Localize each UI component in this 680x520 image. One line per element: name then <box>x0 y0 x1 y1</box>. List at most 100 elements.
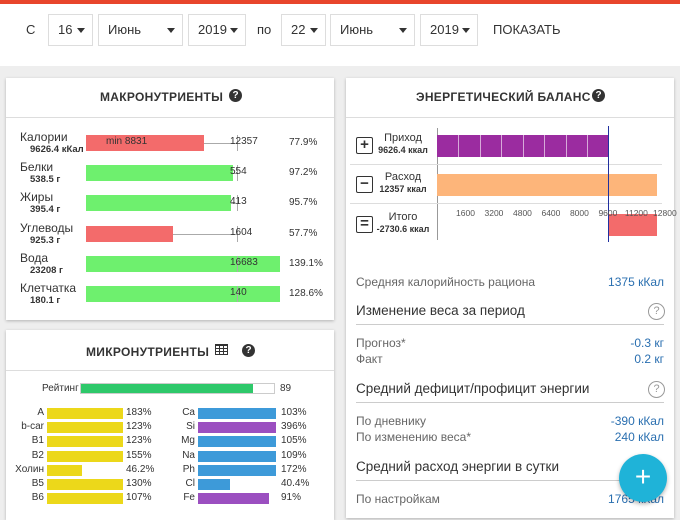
x-tick-label: 6400 <box>541 208 561 218</box>
nutrient-amount: 395.4 г <box>30 204 61 216</box>
micro-bar <box>198 436 276 448</box>
x-tick-label: 8000 <box>569 208 589 218</box>
target-label: 554 <box>230 166 247 178</box>
day-select[interactable]: 16 <box>48 14 93 46</box>
micro-name: Na <box>182 449 195 461</box>
month-select[interactable]: Июнь <box>330 14 415 46</box>
energy-icon: − <box>356 176 373 193</box>
micro-bar <box>47 479 123 490</box>
micro-bar <box>47 408 123 419</box>
stat-label: По изменению веса* <box>356 430 471 444</box>
bar <box>86 195 231 212</box>
segment-line <box>586 135 588 157</box>
year-select[interactable]: 2019 <box>420 14 478 46</box>
micro-clip <box>47 464 123 476</box>
energy-bar <box>608 214 657 236</box>
help-icon[interactable]: ? <box>592 89 605 102</box>
section-title: Средний дефицит/профицит энергии <box>356 381 590 396</box>
bar <box>86 165 233 182</box>
micro-clip <box>198 479 276 490</box>
micro-bar <box>47 422 123 434</box>
micro-clip <box>47 408 123 419</box>
target-line <box>237 165 238 182</box>
target-label: 12357 <box>230 136 258 147</box>
rating-bar <box>81 384 253 393</box>
help-icon[interactable]: ? <box>229 89 242 102</box>
nutrient-amount: 23208 г <box>30 264 64 276</box>
energy-value: 9626.4 ккал <box>378 145 428 155</box>
micro-bar <box>47 450 123 462</box>
segment-line <box>565 135 567 157</box>
micro-bar <box>198 408 276 419</box>
target-label: 140 <box>230 287 247 298</box>
help-icon[interactable]: ? <box>648 381 665 398</box>
micro-clip <box>47 450 123 462</box>
micro-clip <box>47 479 123 490</box>
micro-name: B1 <box>31 435 44 447</box>
micro-bar <box>198 479 230 490</box>
energy-label: Приход <box>384 132 422 144</box>
target-line <box>237 255 238 272</box>
bar-clip <box>86 255 280 272</box>
rating-track <box>80 383 275 394</box>
divider <box>6 370 334 371</box>
stat-value: -0.3 кг <box>630 336 664 350</box>
micro-clip <box>198 493 276 505</box>
micro-name: Fe <box>183 492 195 504</box>
stat-label: По дневнику <box>356 414 427 428</box>
table-icon[interactable] <box>215 344 228 355</box>
target-line <box>237 135 238 151</box>
micro-clip <box>198 436 276 448</box>
x-tick-label: 4800 <box>512 208 532 218</box>
micro-bar <box>47 436 123 448</box>
target-label: 1604 <box>230 226 253 238</box>
energy-title: ЭНЕРГЕТИЧЕСКИЙ БАЛАНС <box>416 90 591 104</box>
micro-clip <box>47 436 123 448</box>
micro-pct: 107% <box>126 492 152 504</box>
bar-clip <box>86 195 280 212</box>
micro-name: Si <box>186 421 195 433</box>
rating-label: Рейтинг <box>42 383 79 394</box>
month-select[interactable]: Июнь <box>98 14 183 46</box>
micro-clip <box>198 464 276 476</box>
pct-label: 128.6% <box>289 288 323 299</box>
from-label: С <box>26 22 36 37</box>
energy-label: Расход <box>384 171 422 183</box>
day-select[interactable]: 22 <box>281 14 326 46</box>
stat-label: Средняя калорийность рациона <box>356 275 536 289</box>
micro-name: Ca <box>182 407 195 418</box>
micro-bar <box>198 450 276 462</box>
segment-line <box>479 135 481 157</box>
segment-line <box>501 135 503 157</box>
nutrient-name: Белки <box>20 160 54 175</box>
stat-value: -390 кКал <box>610 414 664 428</box>
target-line <box>237 225 238 242</box>
micro-name: B2 <box>31 449 44 461</box>
help-icon[interactable]: ? <box>648 303 665 320</box>
bar <box>86 286 280 302</box>
show-button[interactable]: ПОКАЗАТЬ <box>493 22 561 37</box>
year-select[interactable]: 2019 <box>188 14 246 46</box>
add-button[interactable]: + <box>619 454 667 502</box>
help-icon[interactable]: ? <box>242 344 255 357</box>
nutrient-name: Углеводы <box>20 220 74 235</box>
micro-pct: 183% <box>126 407 152 418</box>
section-title: Изменение веса за период <box>356 303 525 318</box>
micro-pct: 396% <box>281 421 307 433</box>
pct-label: 139.1% <box>289 257 323 269</box>
nutrient-amount: 180.1 г <box>30 295 61 306</box>
divider <box>356 402 664 403</box>
bar-clip <box>86 286 280 302</box>
micro-bar <box>47 464 83 476</box>
micro-pct: 123% <box>126 435 152 447</box>
micro-pct: 109% <box>281 449 307 461</box>
target-label: 16683 <box>230 256 258 268</box>
energy-icon: = <box>356 216 373 233</box>
divider <box>6 117 334 118</box>
x-tick-label: 12800 <box>653 208 677 218</box>
segment-line <box>522 135 524 157</box>
row-line <box>350 203 662 204</box>
micro-clip <box>198 422 276 434</box>
bar-clip <box>86 135 280 151</box>
x-tick-label: 1600 <box>456 208 475 218</box>
